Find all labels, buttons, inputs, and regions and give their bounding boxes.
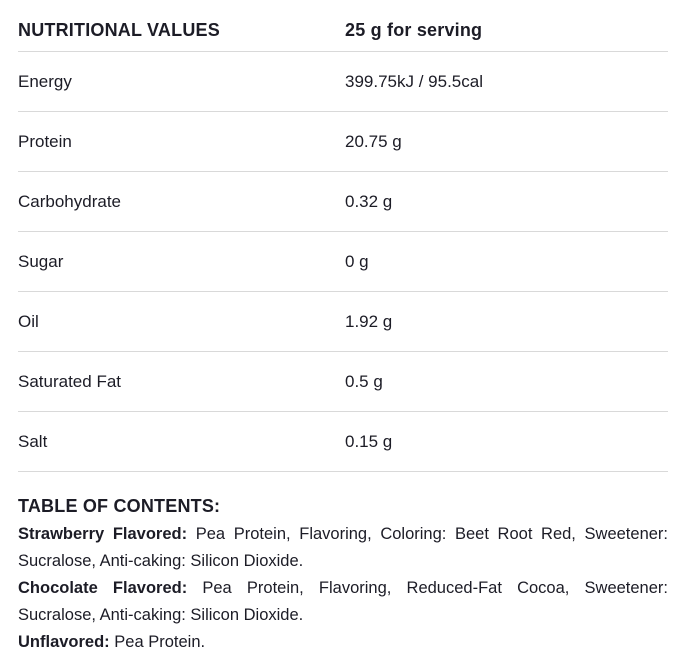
row-label: Salt <box>18 431 48 451</box>
ingredients-entry-unflavored: Unflavored: Pea Protein. <box>18 629 668 656</box>
nutrition-table: NUTRITIONAL VALUES 25 g for serving Ener… <box>18 10 668 472</box>
row-value: 0.5 g <box>345 371 383 391</box>
row-value: 0.15 g <box>345 431 393 451</box>
row-label: Sugar <box>18 251 64 271</box>
row-value: 399.75kJ / 95.5cal <box>345 71 483 91</box>
ingredients-text: Pea Protein. <box>114 633 206 651</box>
table-row: Saturated Fat 0.5 g <box>18 352 668 412</box>
ingredients-entry-strawberry: Strawberry Flavored: Pea Protein, Flavor… <box>18 521 668 575</box>
row-label: Oil <box>18 311 39 331</box>
table-row: Carbohydrate 0.32 g <box>18 172 668 232</box>
table-row: Protein 20.75 g <box>18 112 668 172</box>
ingredients-text: Pea Protein, Flavoring, Coloring: Beet R… <box>18 525 668 570</box>
flavor-name: Strawberry Flavored: <box>18 525 188 543</box>
row-label: Energy <box>18 71 72 91</box>
contents-heading: TABLE OF CONTENTS: <box>18 496 221 516</box>
serving-size: 25 g for serving <box>345 20 483 40</box>
nutrition-table-header: NUTRITIONAL VALUES 25 g for serving <box>18 10 668 52</box>
row-value: 0 g <box>345 251 369 271</box>
row-label: Protein <box>18 131 72 151</box>
flavor-name: Chocolate Flavored: <box>18 579 188 597</box>
table-title: NUTRITIONAL VALUES <box>18 20 220 40</box>
row-label: Saturated Fat <box>18 371 122 391</box>
table-row: Energy 399.75kJ / 95.5cal <box>18 52 668 112</box>
ingredients-entry-chocolate: Chocolate Flavored: Pea Protein, Flavori… <box>18 575 668 629</box>
ingredients-text: Pea Protein, Flavoring, Reduced-Fat Coco… <box>18 579 668 624</box>
table-row: Oil 1.92 g <box>18 292 668 352</box>
table-row: Salt 0.15 g <box>18 412 668 472</box>
row-value: 1.92 g <box>345 311 393 331</box>
flavor-name: Unflavored: <box>18 633 110 651</box>
row-value: 0.32 g <box>345 191 393 211</box>
row-value: 20.75 g <box>345 131 402 151</box>
table-of-contents-section: TABLE OF CONTENTS: Strawberry Flavored: … <box>18 496 668 656</box>
table-row: Sugar 0 g <box>18 232 668 292</box>
row-label: Carbohydrate <box>18 191 122 211</box>
